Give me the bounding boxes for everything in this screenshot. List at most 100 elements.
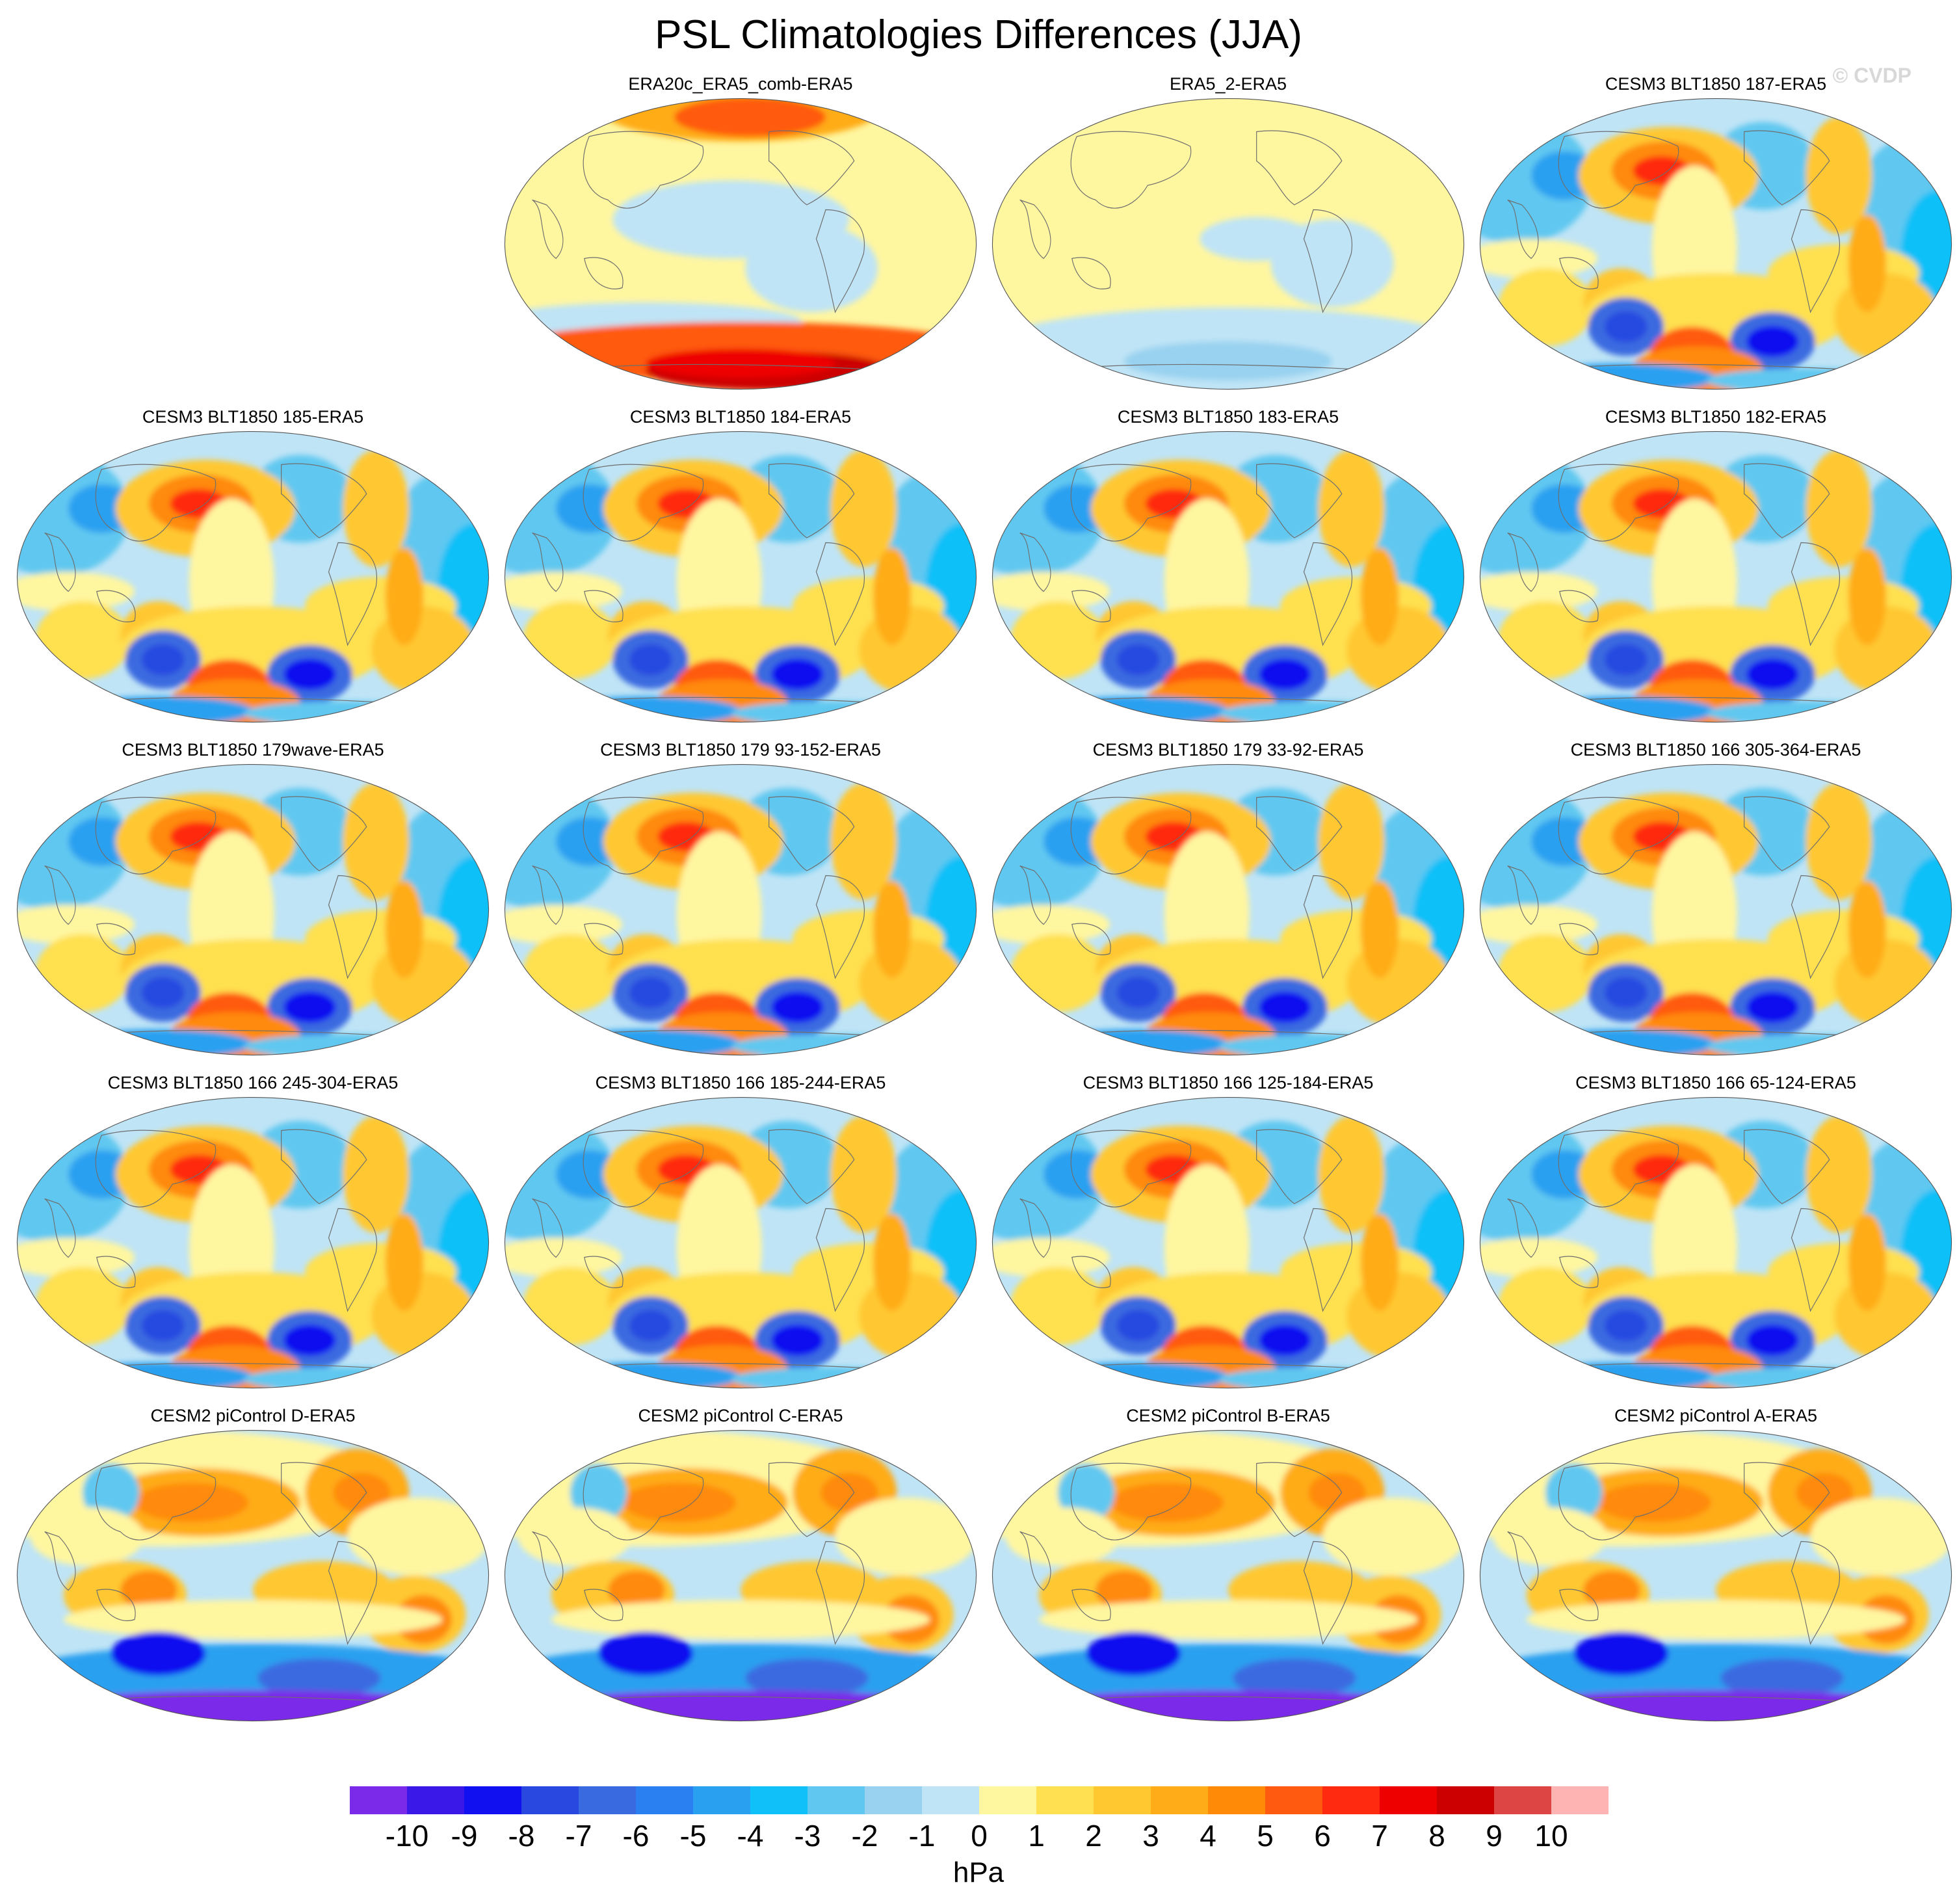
map-panel <box>504 1429 977 1722</box>
panel-title: CESM3 BLT1850 179wave-ERA5 <box>122 740 384 760</box>
anomaly-region <box>1322 1498 1464 1576</box>
anomaly-region <box>551 1600 930 1639</box>
anomaly-region <box>523 934 618 1012</box>
panel-title: CESM2 piControl A-ERA5 <box>1614 1406 1818 1425</box>
anomaly-region <box>385 548 424 645</box>
anomaly-region <box>35 934 130 1012</box>
panel-title: CESM3 BLT1850 166 245-304-ERA5 <box>107 1073 399 1092</box>
anomaly-region <box>1746 992 1799 1023</box>
coastline <box>1558 464 1679 542</box>
colorbar-tick-label: 8 <box>1428 1819 1445 1853</box>
anomaly-region <box>35 1267 130 1345</box>
map-outline <box>992 98 1465 390</box>
anomaly-region <box>1498 1267 1593 1345</box>
colorbar-tick-label: 9 <box>1486 1819 1503 1853</box>
anomaly-region <box>371 606 476 694</box>
coastline <box>768 463 855 538</box>
coastline <box>1507 199 1539 259</box>
colorbar-tick-label: 7 <box>1371 1819 1388 1853</box>
anomaly-region <box>570 1463 627 1522</box>
map-outline <box>504 763 977 1056</box>
coastline <box>96 1589 136 1621</box>
anomaly-region <box>629 1310 672 1342</box>
coastline <box>281 1129 367 1204</box>
anomaly-region <box>1531 1150 1597 1199</box>
coastline <box>1558 1462 1679 1540</box>
colorbar-tick-label: 6 <box>1314 1819 1331 1853</box>
anomaly-region <box>518 1507 632 1566</box>
colorbar-swatch <box>1094 1786 1151 1814</box>
anomaly-region <box>835 1498 977 1576</box>
colorbar-swatch <box>407 1786 464 1814</box>
coastline <box>1791 1540 1840 1645</box>
coastline <box>1744 130 1830 205</box>
map-outline <box>1479 763 1952 1056</box>
anomaly-region <box>505 1116 618 1243</box>
colorbar-swatch <box>1551 1786 1609 1814</box>
map-panel <box>992 430 1465 723</box>
anomaly-region <box>1480 117 1593 244</box>
coastline <box>1559 590 1599 622</box>
map-panel <box>504 430 977 723</box>
anomaly-region <box>745 1658 869 1698</box>
coastline <box>1070 464 1192 542</box>
anomaly-region <box>385 880 424 978</box>
map-panel <box>1479 1096 1952 1389</box>
anomaly-region <box>1318 1116 1385 1233</box>
colorbar-swatch <box>521 1786 579 1814</box>
anomaly-region <box>523 601 618 680</box>
coastline <box>96 1256 136 1288</box>
coastline <box>1507 1198 1539 1258</box>
coastline <box>1303 1540 1352 1645</box>
anomaly-region <box>1346 1272 1451 1360</box>
anomaly-region <box>1259 1325 1311 1356</box>
colorbar-swatch <box>1494 1786 1551 1814</box>
panel-title: CESM2 piControl C-ERA5 <box>638 1406 843 1425</box>
panel-title: CESM3 BLT1850 184-ERA5 <box>629 407 852 427</box>
anomaly-region <box>556 817 622 866</box>
colorbar-swatch <box>1036 1786 1094 1814</box>
colorbar-tick-label: -5 <box>679 1819 707 1853</box>
map-outline <box>16 763 490 1056</box>
anomaly-region <box>111 1632 206 1676</box>
coastline <box>1070 1130 1192 1208</box>
coastline <box>1256 796 1343 871</box>
coastline <box>281 1462 367 1537</box>
coastline <box>95 797 217 875</box>
map-outline <box>992 763 1465 1056</box>
anomaly-region <box>1044 484 1110 533</box>
map-panel <box>1479 1429 1952 1722</box>
anomaly-region <box>992 1116 1105 1243</box>
map-outline <box>504 1096 977 1389</box>
anomaly-region <box>35 601 130 680</box>
anomaly-region <box>1848 1213 1887 1311</box>
map-panel <box>992 1096 1465 1389</box>
coastline <box>1507 1531 1539 1591</box>
anomaly-region <box>1545 1463 1603 1522</box>
coastline <box>1303 875 1352 979</box>
coastline <box>1256 130 1343 205</box>
anomaly-region <box>646 349 835 378</box>
anomaly-region <box>1480 450 1593 577</box>
map-panel <box>1479 98 1952 390</box>
anomaly-region <box>68 817 135 866</box>
anomaly-region <box>343 783 410 900</box>
coastline <box>1303 1208 1352 1312</box>
anomaly-region <box>1746 1325 1799 1356</box>
anomaly-region <box>1360 880 1399 978</box>
panel-title: CESM2 piControl D-ERA5 <box>150 1406 356 1425</box>
map-panel <box>504 763 977 1056</box>
map-panel <box>16 1096 490 1389</box>
anomaly-region <box>1123 341 1333 380</box>
anomaly-region <box>1498 934 1593 1012</box>
colorbar-tick-label: 4 <box>1200 1819 1216 1853</box>
coastline <box>1791 1208 1840 1312</box>
colorbar-tick-label: -6 <box>622 1819 650 1853</box>
colorbar-tick-label: 0 <box>971 1819 988 1853</box>
anomaly-region <box>745 224 878 312</box>
anomaly-region <box>1086 1632 1181 1676</box>
anomaly-region <box>830 450 897 567</box>
coastline <box>583 464 704 542</box>
coastline <box>1744 1129 1830 1204</box>
anomaly-region <box>992 783 1105 910</box>
